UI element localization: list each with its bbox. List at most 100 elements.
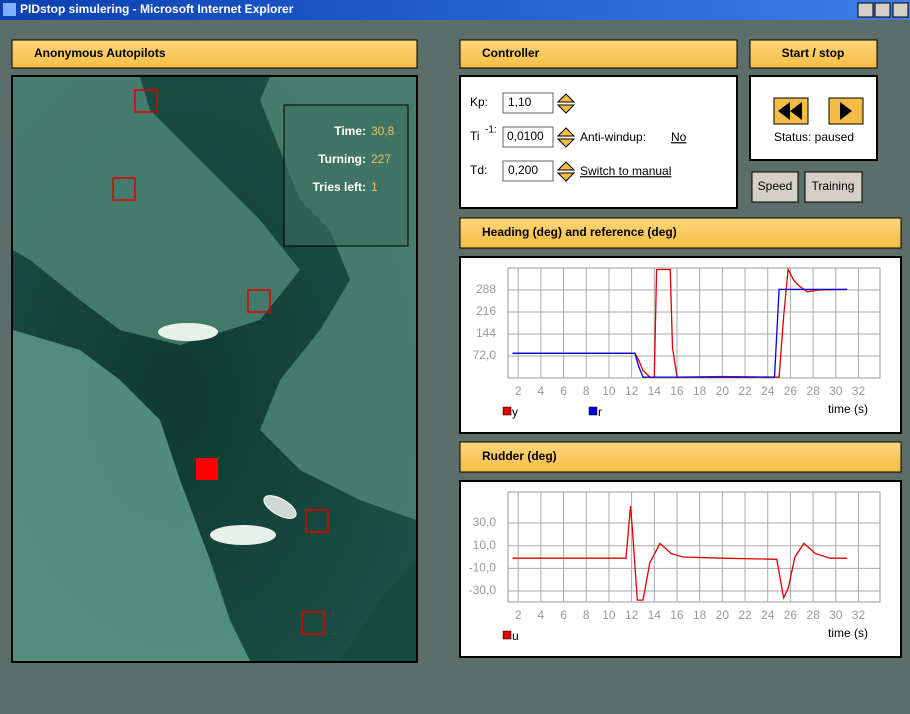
kp-input[interactable] bbox=[502, 92, 554, 114]
ti-label: Ti bbox=[470, 129, 480, 143]
button-label: Speed bbox=[758, 179, 793, 193]
map-header bbox=[11, 39, 418, 69]
ti-input[interactable] bbox=[502, 126, 554, 148]
x-tick-label: 14 bbox=[648, 384, 662, 398]
x-tick-label: 30 bbox=[829, 608, 843, 622]
y-tick-label: -30,0 bbox=[469, 583, 497, 597]
play-icon bbox=[840, 102, 852, 120]
plot-area bbox=[507, 491, 881, 603]
button-label: Training bbox=[812, 179, 855, 193]
info-box: Time: 30,8 Turning: 227 Tries left: 1 bbox=[313, 124, 395, 194]
x-tick-label: 10 bbox=[602, 384, 616, 398]
x-tick-label: 6 bbox=[560, 608, 567, 622]
series-line bbox=[512, 505, 848, 601]
y-tick-label: 288 bbox=[476, 282, 496, 296]
x-tick-label: 28 bbox=[806, 384, 820, 398]
x-tick-label: 4 bbox=[538, 608, 545, 622]
info-value: 1 bbox=[371, 180, 378, 194]
title-bar bbox=[0, 0, 910, 20]
minimize-button[interactable] bbox=[857, 2, 874, 18]
x-tick-label: 18 bbox=[693, 384, 707, 398]
x-tick-label: 10 bbox=[602, 608, 616, 622]
legend-label: r bbox=[598, 405, 602, 419]
x-tick-label: 22 bbox=[738, 384, 752, 398]
td-input[interactable] bbox=[502, 160, 554, 182]
legend-swatch bbox=[502, 630, 512, 640]
chart-title: Heading (deg) and reference (deg) bbox=[482, 225, 677, 239]
controller-header bbox=[459, 39, 738, 69]
x-tick-label: 32 bbox=[852, 384, 866, 398]
x-tick-label: 24 bbox=[761, 608, 775, 622]
anti-windup-label: Anti-windup: bbox=[580, 130, 646, 144]
map bbox=[11, 75, 418, 663]
x-tick-label: 26 bbox=[784, 608, 798, 622]
window-title: PIDstop simulering - Microsoft Internet … bbox=[20, 2, 294, 16]
y-tick-label: 30,0 bbox=[473, 515, 497, 529]
legend-swatch bbox=[502, 406, 512, 416]
spinners[interactable] bbox=[556, 93, 576, 182]
info-label: Tries left: bbox=[313, 180, 366, 194]
x-axis-label: time (s) bbox=[828, 626, 868, 640]
x-tick-label: 16 bbox=[670, 384, 684, 398]
y-tick-label: 72,0 bbox=[473, 348, 497, 362]
x-tick-label: 26 bbox=[784, 384, 798, 398]
td-value: 0,200 bbox=[508, 163, 538, 177]
x-tick-label: 14 bbox=[648, 608, 662, 622]
info-label: Time: bbox=[334, 124, 366, 138]
info-value: 227 bbox=[371, 152, 391, 166]
x-tick-label: 12 bbox=[625, 384, 639, 398]
x-tick-label: 28 bbox=[806, 608, 820, 622]
controller-title: Controller bbox=[482, 46, 540, 60]
plot-area bbox=[507, 267, 881, 379]
anti-windup-link[interactable]: No bbox=[671, 130, 687, 144]
rewind-icon bbox=[778, 102, 802, 120]
kp-value: 1,10 bbox=[508, 95, 532, 109]
x-tick-label: 4 bbox=[538, 384, 545, 398]
x-tick-label: 8 bbox=[583, 608, 590, 622]
x-tick-label: 16 bbox=[670, 608, 684, 622]
ti-exponent: -1: bbox=[485, 125, 497, 136]
y-tick-label: 216 bbox=[476, 304, 496, 318]
x-axis-label: time (s) bbox=[828, 402, 868, 416]
chart-header bbox=[459, 441, 902, 473]
y-tick-label: 144 bbox=[476, 326, 496, 340]
x-tick-label: 24 bbox=[761, 384, 775, 398]
kp-label: Kp: bbox=[470, 95, 488, 109]
x-tick-label: 2 bbox=[515, 384, 522, 398]
close-button[interactable] bbox=[892, 2, 909, 18]
x-tick-label: 8 bbox=[583, 384, 590, 398]
chart-header bbox=[459, 217, 902, 249]
app-icon bbox=[3, 3, 16, 16]
y-tick-label: -10,0 bbox=[469, 561, 497, 575]
x-tick-label: 30 bbox=[829, 384, 843, 398]
start-stop-header bbox=[749, 39, 878, 69]
series-line bbox=[512, 288, 848, 378]
y-tick-label: 10,0 bbox=[473, 538, 497, 552]
ti-value: 0,0100 bbox=[507, 129, 544, 143]
speed-button[interactable] bbox=[751, 171, 799, 203]
legend-label: u bbox=[512, 629, 519, 643]
x-tick-label: 20 bbox=[716, 384, 730, 398]
status: Status: paused bbox=[774, 130, 854, 144]
training-button[interactable] bbox=[804, 171, 863, 203]
legend-swatch bbox=[588, 406, 598, 416]
legend-label: y bbox=[512, 405, 518, 419]
map-title: Anonymous Autopilots bbox=[34, 46, 166, 60]
x-tick-label: 6 bbox=[560, 384, 567, 398]
x-tick-label: 12 bbox=[625, 608, 639, 622]
start-stop-title: Start / stop bbox=[782, 46, 845, 60]
x-tick-label: 32 bbox=[852, 608, 866, 622]
info-label: Turning: bbox=[318, 152, 366, 166]
x-tick-label: 2 bbox=[515, 608, 522, 622]
play-button[interactable] bbox=[828, 97, 864, 125]
x-tick-label: 18 bbox=[693, 608, 707, 622]
switch-link[interactable]: Switch to manual bbox=[580, 164, 671, 178]
x-tick-label: 20 bbox=[716, 608, 730, 622]
maximize-button[interactable] bbox=[874, 2, 891, 18]
info-value: 30,8 bbox=[371, 124, 395, 138]
chart-title: Rudder (deg) bbox=[482, 449, 557, 463]
td-label: Td: bbox=[470, 163, 487, 177]
x-tick-label: 22 bbox=[738, 608, 752, 622]
